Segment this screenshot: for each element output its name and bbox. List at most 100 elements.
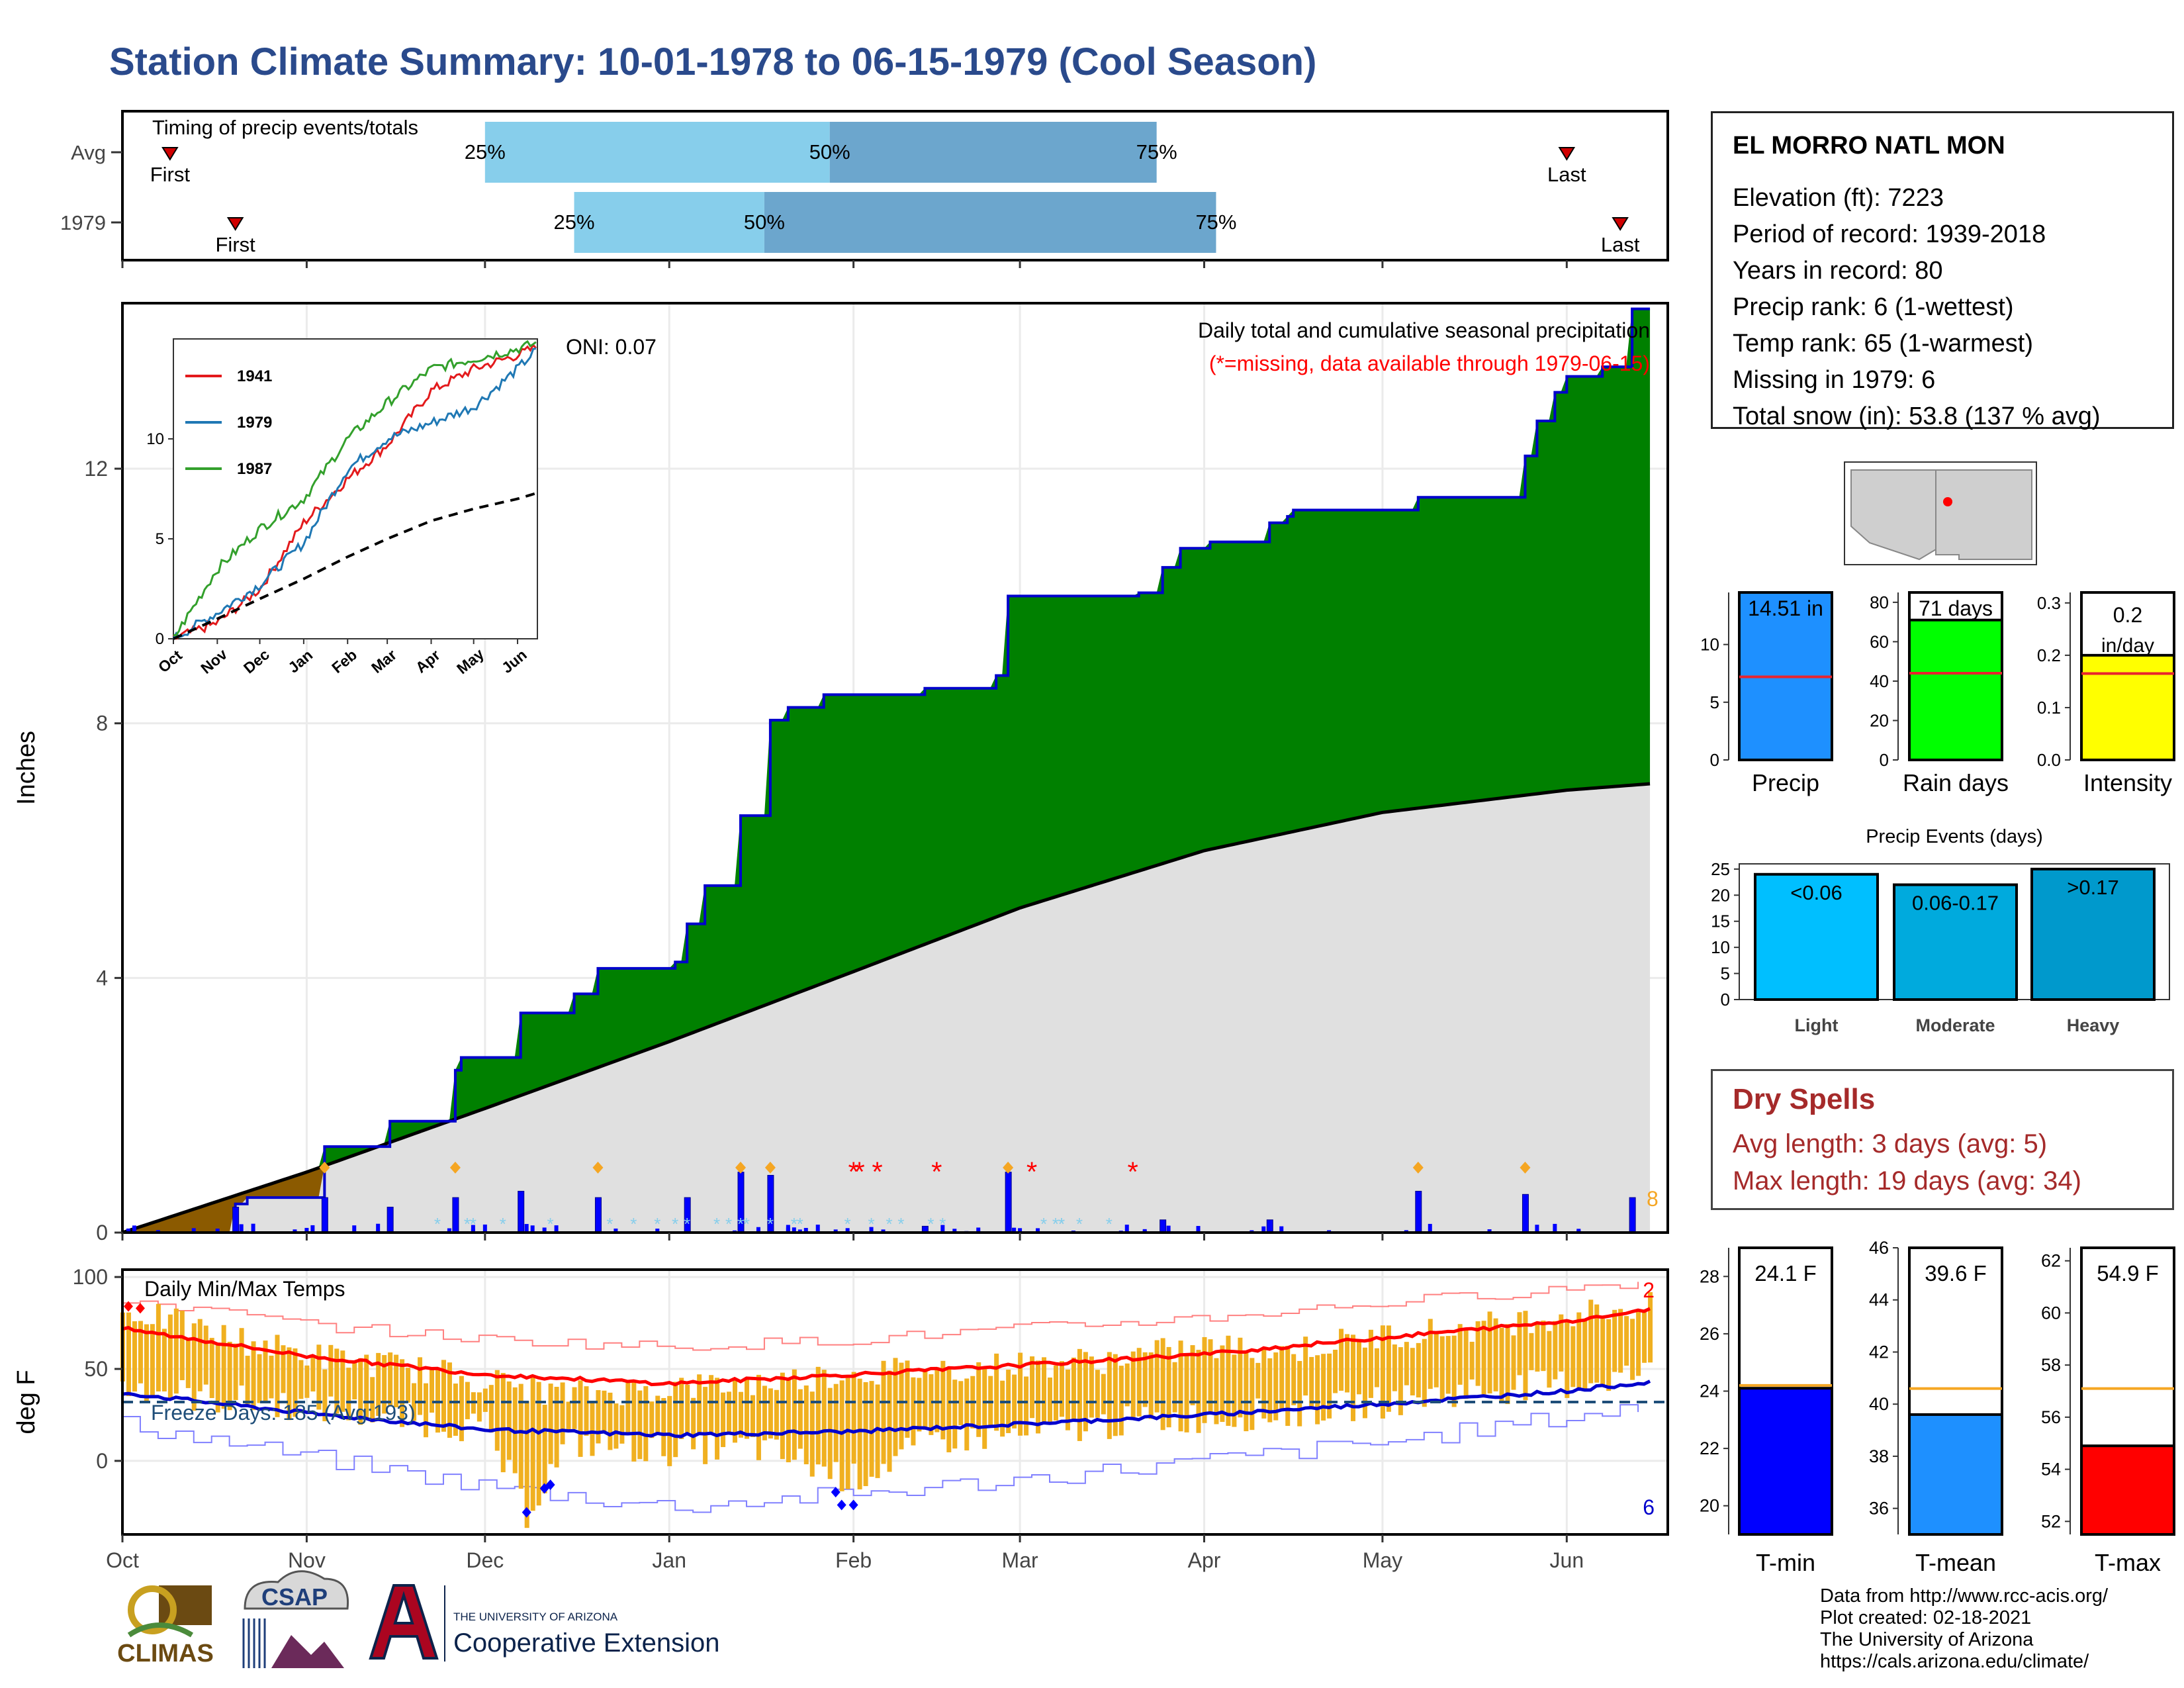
daily-temp-bar: [1345, 1334, 1350, 1393]
daily-temp-bar: [126, 1312, 131, 1397]
daily-temp-bar: [1071, 1357, 1076, 1419]
daily-temp-bar: [548, 1383, 553, 1464]
daily-temp-bar: [334, 1348, 340, 1414]
daily-precip-bar: [530, 1225, 535, 1233]
daily-temp-bar: [1505, 1324, 1510, 1405]
daily-temp-bar: [863, 1382, 868, 1487]
daily-precip-bar: [1005, 1172, 1012, 1233]
daily-precip-bar: [322, 1229, 327, 1233]
daily-temp-bar: [774, 1389, 779, 1440]
daily-temp-bar: [572, 1387, 577, 1429]
daily-precip-bar: [1012, 1227, 1017, 1233]
record-marker: [545, 1479, 555, 1490]
daily-temp-bar: [1469, 1341, 1475, 1380]
snow-marker: *: [1058, 1214, 1065, 1234]
precip-events-frame: [1739, 863, 2170, 1000]
daily-temp-bar: [1529, 1333, 1534, 1370]
timing-bar-q2: [574, 192, 764, 253]
daily-temp-bar: [1630, 1319, 1635, 1380]
temp-summary-y-tick-label: 56: [2041, 1407, 2061, 1427]
daily-temp-bar: [827, 1387, 833, 1479]
missing-marker: *: [854, 1156, 864, 1188]
daily-temp-bar: [400, 1359, 405, 1427]
daily-temp-bar: [982, 1366, 987, 1449]
daily-temp-bar: [227, 1341, 232, 1411]
precip-event-bar: [2030, 867, 2156, 1002]
daily-temp-bar: [1433, 1333, 1439, 1387]
daily-temp-bar: [1588, 1299, 1594, 1383]
daily-temp-bar: [1541, 1321, 1546, 1372]
daily-precip-bar: [1327, 1230, 1332, 1233]
daily-precip-bar: [1576, 1229, 1581, 1233]
summary-category-label: Precip: [1752, 769, 1819, 796]
csap-logo-mountain: [271, 1635, 344, 1668]
daily-precip-bar: [833, 1229, 838, 1233]
timing-bar-q3: [829, 122, 1157, 183]
temp-summary-frame: [1738, 1246, 1833, 1536]
daily-temp-bar: [887, 1370, 892, 1472]
daily-temp-bar: [1648, 1291, 1653, 1363]
daily-temp-bar: [1166, 1346, 1171, 1428]
daily-temp-bar: [1291, 1354, 1297, 1405]
snow-marker: *: [1052, 1214, 1059, 1234]
daily-temp-bar: [1250, 1358, 1255, 1430]
snow-marker: *: [868, 1214, 875, 1234]
summary-y-tick-label: 0.0: [2037, 750, 2061, 770]
daily-temp-bar: [1463, 1330, 1469, 1399]
daily-precip-bar: [1535, 1225, 1539, 1233]
ua-logo-bottom-text: Cooperative Extension: [453, 1628, 719, 1658]
daily-precip-bar: [786, 1227, 790, 1233]
daily-temp-bar: [715, 1378, 720, 1460]
daily-temp-bar: [554, 1387, 559, 1468]
daily-temp-bar: [465, 1382, 470, 1419]
snow-marker: *: [737, 1214, 744, 1234]
daily-precip-bar: [132, 1225, 136, 1233]
timing-p25-label: 25%: [465, 140, 506, 164]
daily-temp-bar: [203, 1325, 208, 1385]
daily-temp-bar: [358, 1358, 363, 1425]
station-elevation: Elevation (ft): 7223: [1733, 184, 1944, 212]
events-y-tick-label: 5: [1721, 964, 1730, 984]
daily-temp-bar: [643, 1386, 649, 1462]
daily-temp-bar: [447, 1362, 452, 1438]
summary-y-tick-label: 0: [1880, 750, 1889, 770]
daily-temp-bar: [970, 1376, 976, 1429]
daily-temp-bar: [762, 1385, 767, 1440]
daily-precip-bar: [737, 1172, 745, 1233]
oni-label: ONI: 0.07: [566, 335, 657, 359]
daily-temp-bar: [1582, 1319, 1588, 1389]
daily-precip-bar: [387, 1207, 394, 1233]
daily-temp-bar: [917, 1378, 922, 1432]
precip-event-category: Moderate: [1915, 1015, 1995, 1035]
summary-y-tick-label: 0: [1710, 750, 1719, 770]
summary-bar-frame: [1738, 591, 1833, 761]
inset-x-tick-label: Feb: [328, 646, 360, 677]
timing-bar-q2: [484, 122, 830, 183]
daily-temp-bar: [661, 1397, 666, 1456]
location-map: [1844, 461, 2037, 565]
daily-temp-bar: [524, 1401, 529, 1528]
daily-precip-bar: [684, 1197, 691, 1233]
daily-temp-bar: [839, 1380, 844, 1491]
daily-precip-bar: [215, 1228, 220, 1233]
last-marker: [1558, 147, 1576, 161]
events-y-tick-label: 0: [1721, 990, 1730, 1009]
precip-event-category: Heavy: [2067, 1015, 2120, 1035]
daily-temp-bar: [221, 1325, 226, 1409]
missing-marker: *: [1128, 1156, 1138, 1188]
daily-temp-bar: [263, 1340, 268, 1403]
daily-temp-bar: [1547, 1331, 1552, 1388]
daily-precip-bar: [733, 1230, 737, 1233]
inset-legend-label: 1987: [237, 460, 272, 478]
daily-temp-bar: [1297, 1360, 1302, 1427]
inset-cumulative-chart: 0 5 10 Oct Nov Dec Jan Feb Mar Apr May Jun 1941 1979 1…: [146, 338, 538, 677]
daily-precip-bar: [554, 1225, 559, 1233]
avg-cumulative-line: [122, 782, 1651, 1235]
daily-temp-bar: [733, 1378, 738, 1443]
daily-temp-bar: [1481, 1321, 1486, 1395]
summary-bar: [2080, 653, 2175, 761]
daily-temp-bar: [215, 1342, 220, 1413]
daily-temp-bar: [1386, 1325, 1391, 1412]
daily-temp-bar: [506, 1381, 512, 1460]
daily-temp-bar: [614, 1403, 619, 1449]
